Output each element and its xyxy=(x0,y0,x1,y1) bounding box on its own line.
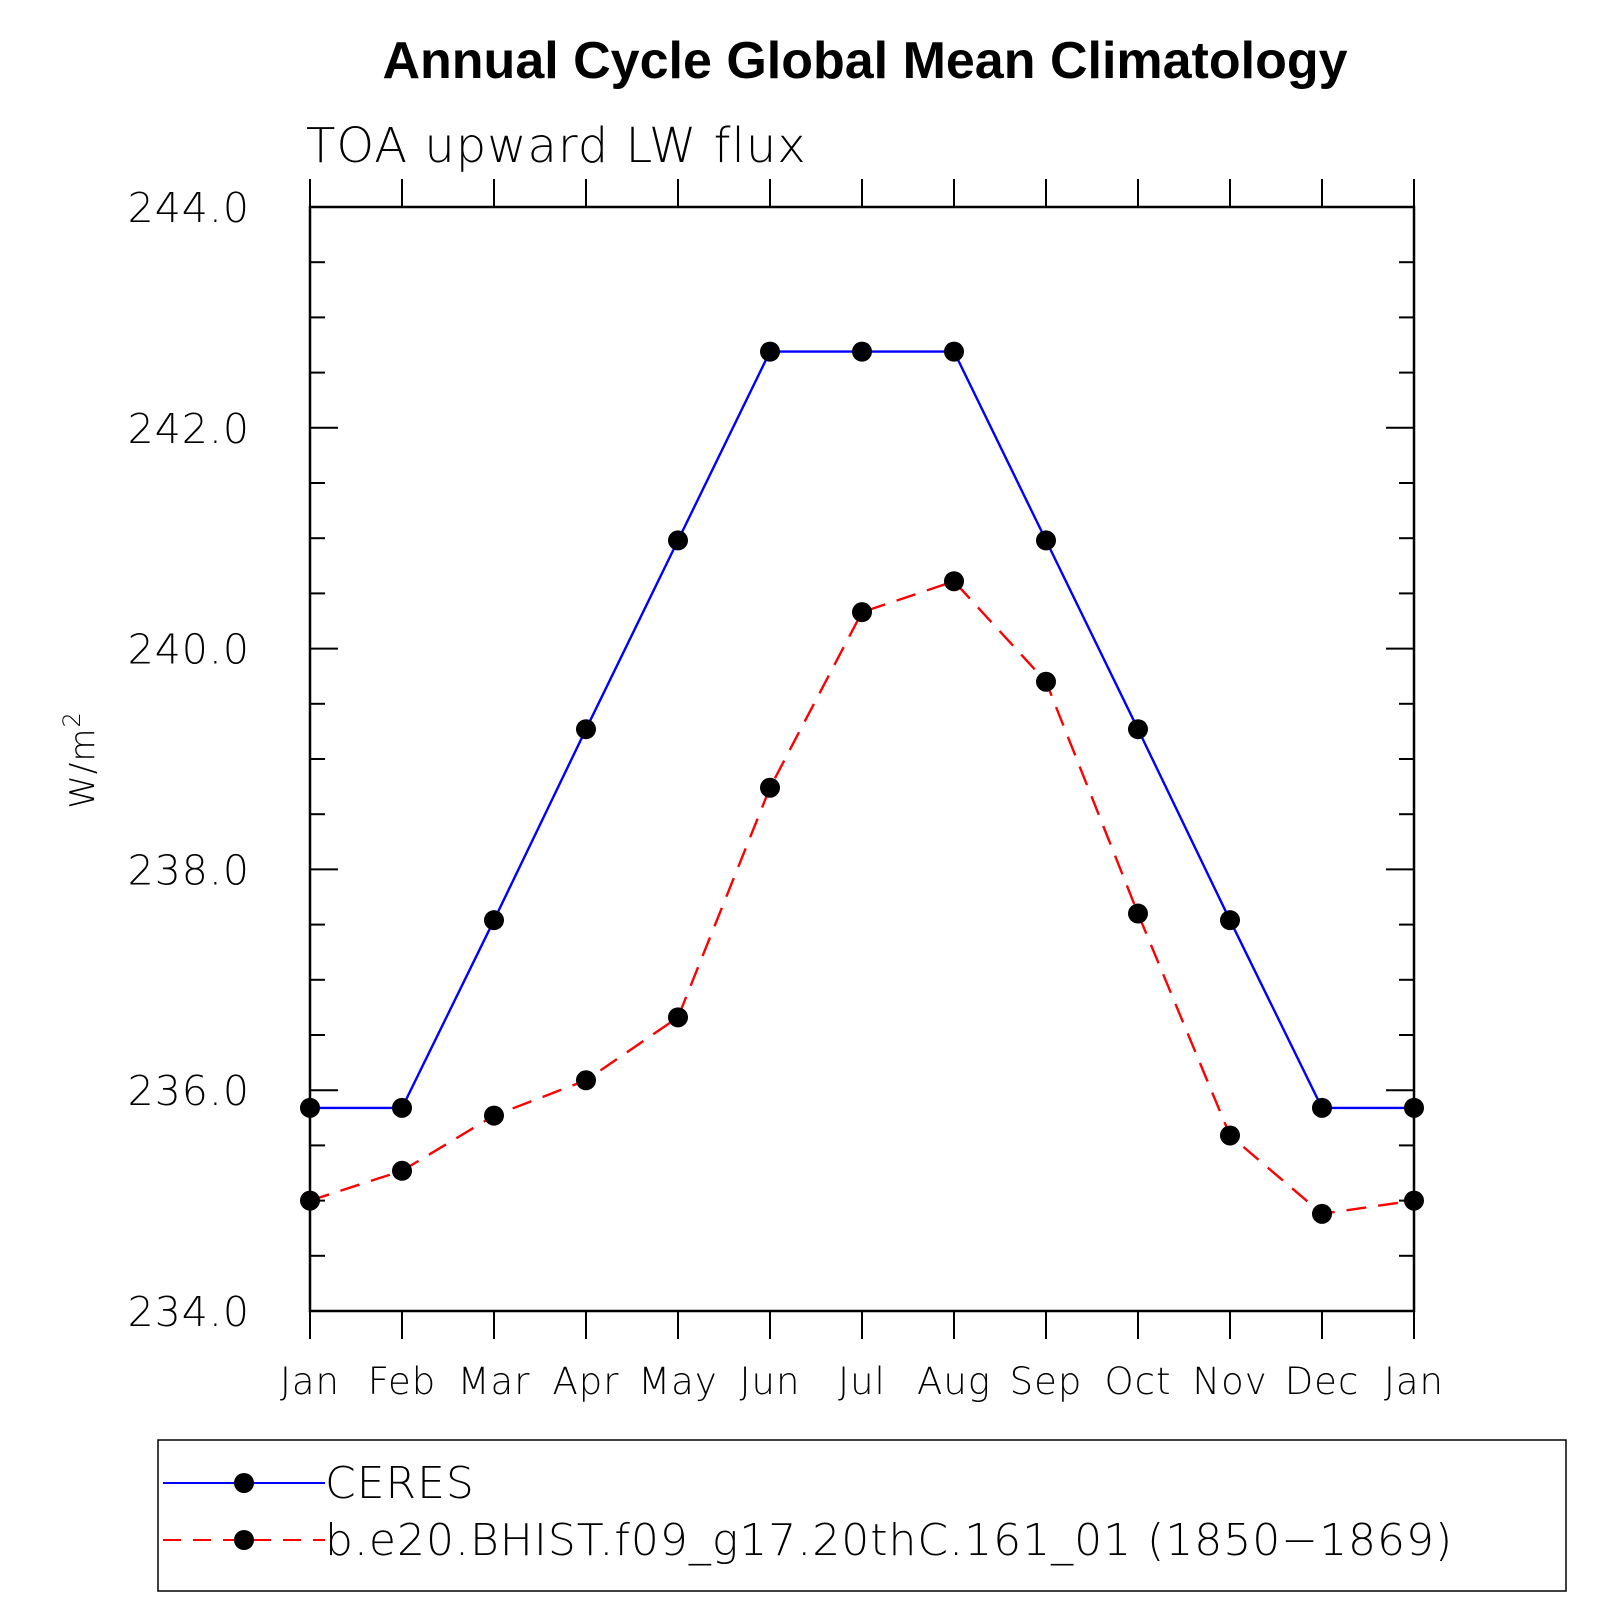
y-axis-labels: 244.0 242.0 240.0 238.0 236.0 234.0 xyxy=(128,184,250,1336)
x-tick-label: Mar xyxy=(458,1360,531,1403)
x-tick-label: Oct xyxy=(1105,1360,1172,1403)
legend-marker-model xyxy=(234,1530,254,1550)
y-axis-title: W/m2 xyxy=(58,711,103,808)
x-tick-label: Jan xyxy=(280,1360,340,1403)
series-0-point xyxy=(484,910,504,931)
legend-label-model: b.e20.BHIST.f09_g17.20thC.161_01 (1850−1… xyxy=(325,1515,1453,1566)
series-0-point xyxy=(668,530,688,551)
series-0-point xyxy=(760,341,780,362)
series-0-point xyxy=(1404,1097,1424,1118)
y-tick-label: 236.0 xyxy=(128,1067,250,1115)
x-tick-label: Feb xyxy=(368,1360,437,1403)
x-tick-label: Dec xyxy=(1285,1360,1360,1403)
x-tick-label: Jan xyxy=(1384,1360,1444,1403)
series-1-point xyxy=(760,777,780,798)
series-0-point xyxy=(1220,910,1240,931)
series-markers xyxy=(300,341,1424,1224)
y-tick-label: 238.0 xyxy=(128,846,250,894)
legend-label-ceres: CERES xyxy=(325,1458,475,1509)
series-1-point xyxy=(1220,1125,1240,1146)
series-1-point xyxy=(852,602,872,623)
legend-box xyxy=(157,1439,1567,1592)
series-0-point xyxy=(944,341,964,362)
legend-marker-ceres xyxy=(234,1473,254,1493)
series-0-point xyxy=(576,719,596,740)
y-tick-label: 244.0 xyxy=(128,184,250,232)
series-lines xyxy=(309,350,1415,1216)
series-1-point xyxy=(944,571,964,592)
y-tick-label: 234.0 xyxy=(128,1288,250,1336)
series-1-point xyxy=(1036,671,1056,692)
series-1-point xyxy=(1128,903,1148,924)
series-1-point xyxy=(668,1007,688,1028)
x-axis-ticks xyxy=(309,179,1415,1339)
x-tick-label: Jun xyxy=(740,1360,801,1403)
series-0-point xyxy=(1312,1097,1332,1118)
series-1-point xyxy=(300,1190,320,1211)
series-0-point xyxy=(300,1097,320,1118)
y-tick-label: 242.0 xyxy=(128,405,250,453)
series-0-point xyxy=(1128,719,1148,740)
chart-title: Annual Cycle Global Mean Climatology xyxy=(382,32,1347,90)
series-1-point xyxy=(392,1160,412,1181)
series-1-point xyxy=(576,1070,596,1091)
x-tick-label: Sep xyxy=(1010,1360,1083,1403)
series-1-point xyxy=(484,1105,504,1126)
legend: CERES b.e20.BHIST.f09_g17.20thC.161_01 (… xyxy=(157,1439,1567,1592)
series-1-point xyxy=(1312,1203,1332,1224)
series-0-point xyxy=(852,341,872,362)
series-line-0 xyxy=(310,350,1414,1110)
series-line-1 xyxy=(309,579,1415,1216)
series-0-point xyxy=(392,1097,412,1118)
series-1-point xyxy=(1404,1190,1424,1211)
x-tick-label: Nov xyxy=(1192,1360,1267,1403)
y-axis-ticks xyxy=(310,206,1414,1312)
x-axis-labels: Jan Feb Mar Apr May Jun Jul Aug Sep Oct Nov Dec Jan xyxy=(280,1360,1444,1403)
series-0-point xyxy=(1036,530,1056,551)
x-tick-label: May xyxy=(638,1360,718,1403)
y-tick-label: 240.0 xyxy=(128,626,250,674)
y-axis-title-text: W/m xyxy=(63,728,103,809)
x-tick-label: Apr xyxy=(552,1360,619,1403)
y-axis-title-superscript: 2 xyxy=(58,711,86,727)
plot-frame xyxy=(308,205,1416,1313)
chart-subtitle: TOA upward LW flux xyxy=(306,118,807,174)
x-tick-label: Aug xyxy=(917,1360,991,1403)
x-tick-label: Jul xyxy=(838,1360,886,1403)
